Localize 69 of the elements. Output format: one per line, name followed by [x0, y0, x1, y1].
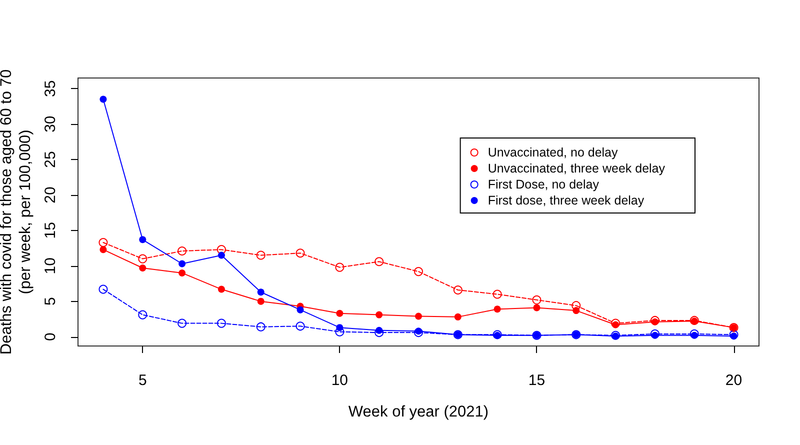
x-tick-label: 10: [331, 372, 348, 389]
point: [296, 248, 305, 258]
point: [374, 257, 384, 266]
point: [256, 250, 266, 260]
point: [494, 306, 501, 313]
point: [650, 316, 660, 325]
point: [415, 312, 422, 320]
point: [454, 313, 462, 320]
point: [335, 262, 344, 272]
y-tick-label: 0: [42, 332, 59, 341]
point: [256, 322, 266, 332]
x-axis-title: Week of year (2021): [348, 404, 489, 420]
point: [296, 306, 304, 314]
point: [374, 328, 384, 338]
point: [729, 330, 738, 340]
point: [100, 96, 107, 103]
point: [178, 246, 187, 256]
point: [218, 252, 225, 259]
point: [98, 284, 108, 294]
point: [336, 310, 344, 317]
point: [257, 298, 264, 305]
legend-label: First dose, three week delay: [488, 194, 645, 208]
point: [138, 310, 148, 320]
point: [533, 304, 540, 312]
y-tick-label: 25: [42, 151, 59, 168]
point: [216, 245, 226, 254]
point: [218, 286, 225, 293]
y-tick-label: 5: [42, 297, 59, 306]
point: [257, 288, 264, 296]
point: [650, 329, 660, 338]
y-tick-label: 20: [42, 186, 59, 204]
y-tick-label: 30: [42, 116, 59, 132]
point: [572, 307, 580, 314]
point: [178, 269, 186, 276]
point: [376, 311, 383, 318]
x-tick-label: 5: [138, 372, 147, 389]
point: [414, 328, 423, 338]
x-tick-label: 15: [528, 372, 546, 389]
point: [690, 329, 699, 338]
point: [336, 324, 344, 332]
point: [532, 295, 542, 304]
point: [376, 326, 383, 334]
point: [415, 328, 422, 335]
point: [690, 332, 698, 339]
y-tick-label: 15: [42, 222, 59, 239]
legend-label: First Dose, no delay: [488, 178, 600, 192]
point: [139, 236, 146, 244]
point: [100, 246, 107, 254]
point: [138, 254, 148, 264]
point: [178, 318, 187, 328]
point: [414, 267, 423, 276]
point: [216, 318, 226, 328]
y-axis-title: Deaths with covid for those aged 60 to 70 (per week, per 100,000): [0, 69, 34, 355]
point: [139, 264, 146, 272]
point: [730, 332, 738, 340]
y-tick-label: 35: [42, 80, 59, 97]
legend-label: Unvaccinated, no delay: [488, 146, 619, 160]
point: [612, 321, 620, 328]
point: [611, 318, 620, 328]
legend-label: Unvaccinated, three week delay: [488, 162, 666, 176]
point: [98, 238, 108, 247]
point: [492, 290, 502, 299]
x-tick-label: 20: [725, 372, 742, 389]
point: [453, 285, 462, 294]
point: [651, 318, 658, 326]
point: [296, 322, 305, 331]
point: [651, 332, 658, 339]
y-tick-label: 10: [42, 258, 59, 274]
point: [178, 260, 186, 268]
